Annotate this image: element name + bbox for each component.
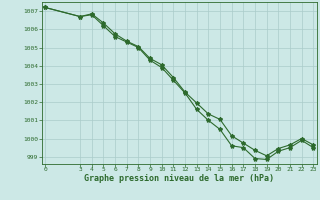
X-axis label: Graphe pression niveau de la mer (hPa): Graphe pression niveau de la mer (hPa) [84,174,274,183]
